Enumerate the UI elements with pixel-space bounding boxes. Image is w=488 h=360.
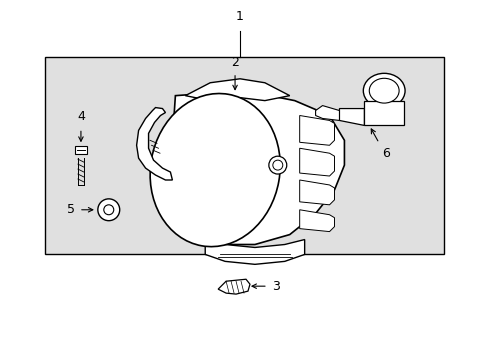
Polygon shape bbox=[315, 105, 339, 121]
Ellipse shape bbox=[368, 78, 398, 103]
Polygon shape bbox=[170, 91, 344, 244]
Bar bbox=[364, 100, 403, 125]
Polygon shape bbox=[299, 180, 334, 205]
Bar bbox=[75, 146, 87, 154]
Polygon shape bbox=[339, 109, 364, 125]
Polygon shape bbox=[136, 108, 172, 180]
Text: 4: 4 bbox=[77, 111, 85, 123]
Polygon shape bbox=[218, 279, 249, 294]
Ellipse shape bbox=[98, 199, 120, 221]
Ellipse shape bbox=[363, 73, 404, 108]
Ellipse shape bbox=[272, 160, 282, 170]
Text: 3: 3 bbox=[271, 280, 279, 293]
Bar bbox=[45, 57, 443, 255]
Text: 2: 2 bbox=[231, 56, 239, 69]
Ellipse shape bbox=[268, 156, 286, 174]
Text: 5: 5 bbox=[67, 203, 75, 216]
Ellipse shape bbox=[103, 205, 114, 215]
Text: 1: 1 bbox=[236, 10, 244, 23]
Polygon shape bbox=[299, 116, 334, 145]
Ellipse shape bbox=[150, 94, 280, 247]
Polygon shape bbox=[205, 239, 304, 264]
Polygon shape bbox=[185, 79, 289, 100]
Polygon shape bbox=[299, 148, 334, 176]
Text: 6: 6 bbox=[382, 147, 389, 160]
Polygon shape bbox=[299, 210, 334, 231]
